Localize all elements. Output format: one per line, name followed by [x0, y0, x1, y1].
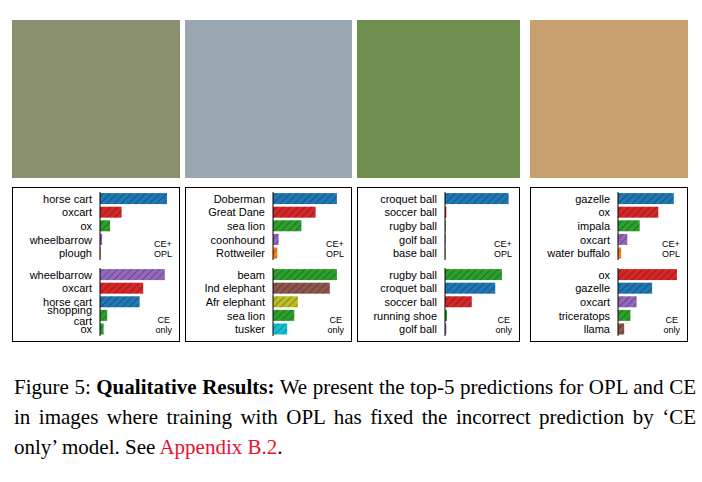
svg-text:croquet ball: croquet ball [380, 193, 437, 205]
svg-text:water buffalo: water buffalo [546, 247, 610, 259]
svg-text:running shoe: running shoe [373, 310, 437, 322]
svg-text:Great Dane: Great Dane [208, 206, 265, 218]
svg-text:rugby ball: rugby ball [389, 269, 437, 281]
svg-text:Rottweiler: Rottweiler [216, 247, 265, 259]
svg-text:oxcart: oxcart [62, 206, 92, 218]
svg-text:llama: llama [584, 323, 611, 335]
svg-text:Ind elephant: Ind elephant [204, 282, 265, 294]
svg-text:golf ball: golf ball [399, 323, 437, 335]
svg-text:rugby ball: rugby ball [389, 220, 437, 232]
svg-text:base ball: base ball [393, 247, 437, 259]
svg-text:coonhound: coonhound [211, 234, 265, 246]
svg-text:golf ball: golf ball [399, 234, 437, 246]
svg-text:croquet ball: croquet ball [380, 282, 437, 294]
svg-text:impala: impala [578, 220, 611, 232]
svg-text:beam: beam [237, 269, 265, 281]
svg-text:sea lion: sea lion [227, 220, 265, 232]
svg-text:wheelbarrow: wheelbarrow [29, 234, 92, 246]
svg-text:plough: plough [59, 247, 92, 259]
svg-text:ox: ox [598, 206, 610, 218]
svg-text:oxcart: oxcart [62, 282, 92, 294]
svg-text:horse cart: horse cart [43, 193, 92, 205]
svg-text:soccer ball: soccer ball [384, 206, 437, 218]
svg-text:gazelle: gazelle [575, 193, 610, 205]
svg-text:oxcart: oxcart [580, 234, 610, 246]
svg-text:ox: ox [80, 220, 92, 232]
svg-text:Afr elephant: Afr elephant [206, 296, 265, 308]
svg-text:gazelle: gazelle [575, 282, 610, 294]
svg-text:oxcart: oxcart [580, 296, 610, 308]
svg-text:ox: ox [598, 269, 610, 281]
svg-text:tusker: tusker [235, 323, 265, 335]
svg-text:wheelbarrow: wheelbarrow [29, 269, 92, 281]
svg-text:Doberman: Doberman [214, 193, 265, 205]
svg-text:soccer ball: soccer ball [384, 296, 437, 308]
svg-text:ox: ox [80, 323, 92, 335]
svg-text:triceratops: triceratops [559, 310, 611, 322]
svg-text:sea lion: sea lion [227, 310, 265, 322]
